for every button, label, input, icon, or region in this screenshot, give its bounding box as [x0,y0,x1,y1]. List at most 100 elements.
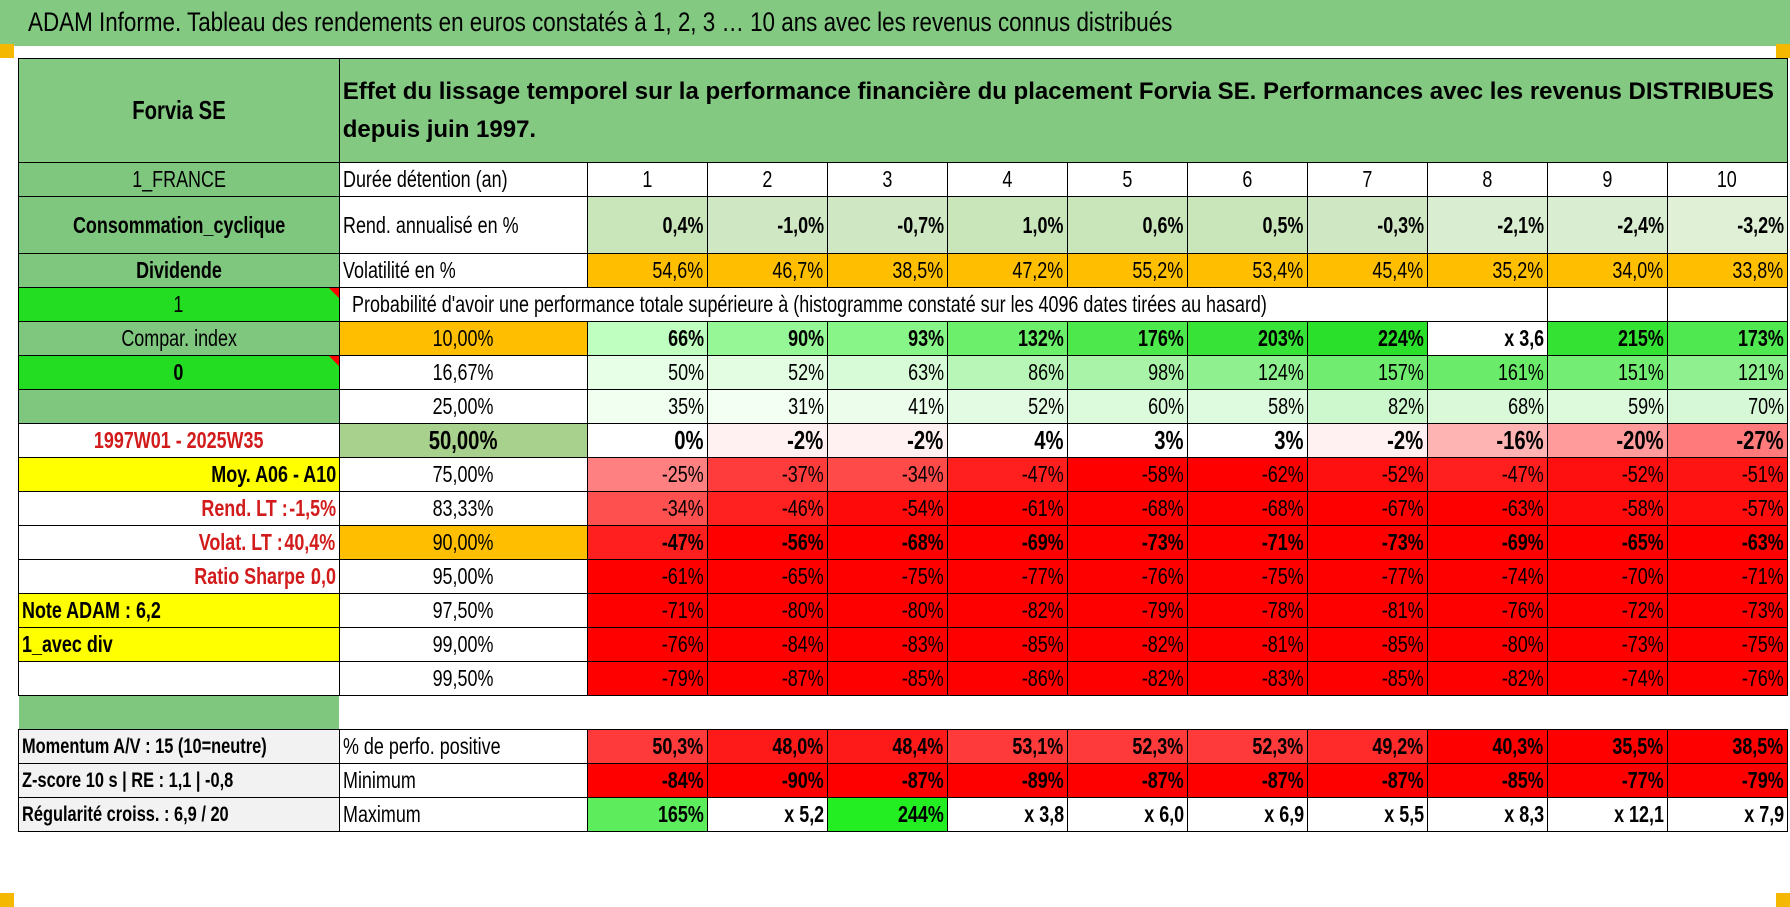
probability-threshold: 25,00% [338,389,588,424]
cell-text: % de perfo. positive [342,733,501,759]
cell-text: 53,1% [1012,733,1064,759]
cell-text: -69% [1501,529,1544,555]
rend-cell: -2,1% [1426,196,1548,254]
cell-text: 66% [667,325,704,351]
cell-text: x 7,9 [1743,801,1784,827]
cell-text: 68% [1507,393,1544,419]
cell-text: 35,5% [1612,733,1664,759]
cell-text: -27% [1736,425,1784,455]
cell-text: -87% [1141,767,1184,793]
cell-text: 52% [1027,393,1064,419]
cell-text: 5 [1122,166,1133,192]
empty-cell [1546,287,1668,322]
cell-text: 1 [642,166,653,192]
max-cell: x 7,9 [1666,797,1788,832]
selection-handle-top-left[interactable] [0,44,14,58]
hist-value: 151% [1546,355,1668,390]
hist-value: 70% [1666,389,1788,424]
vol-cell: 47,2% [946,253,1068,288]
cell-text: 46,7% [772,257,824,283]
spacer-row [18,695,1788,730]
cell-text: 151% [1617,359,1664,385]
cell-text: 98% [1147,359,1184,385]
cell-text: -76% [1741,665,1784,691]
cell-text: 1,0% [1022,211,1064,238]
cell-text: -47% [1501,461,1544,487]
hist-value: 68% [1426,389,1548,424]
hist-value: -2% [826,423,948,458]
cell-text: -82% [1141,631,1184,657]
histogram-row: 99,50% -79% -87% -85% -86% -82% -83% -85% -82% -7… [18,661,1788,696]
cell-text: Effet du lissage temporel sur la perform… [342,77,1774,143]
label-max: Maximum [338,797,588,832]
spacer-green [18,695,340,730]
label-prob: Probabilité d'avoir une performance tota… [338,287,1548,322]
selection-handle-bottom-left[interactable] [0,893,14,907]
cell-text: 40,3% [1492,733,1544,759]
pos-cell: 35,5% [1546,729,1668,764]
sharpe-value: 0,0 [310,563,336,589]
cell-text: 50,00% [428,425,498,455]
cell-text: 50% [667,359,704,385]
hist-value: -34% [826,457,948,492]
pos-cell: 53,1% [946,729,1068,764]
moy-label: Moy. A06 - A10 [18,457,340,492]
hist-value: 31% [706,389,828,424]
selection-handle-bottom-right[interactable] [1776,893,1790,907]
max-cell: x 5,2 [706,797,828,832]
probability-threshold: 90,00% [338,525,588,560]
cell-text: -75% [1741,631,1784,657]
hist-value: -81% [1186,627,1308,662]
hist-value: -82% [1066,627,1188,662]
selection-handle-top-right[interactable] [1776,44,1790,58]
vol-cell: 35,2% [1426,253,1548,288]
cell-text: -87% [1381,767,1424,793]
cell-text: Probabilité d'avoir une performance tota… [351,291,1267,317]
cell-text: -81% [1261,631,1304,657]
hist-value: x 3,6 [1426,321,1548,356]
cell-text: 58% [1267,393,1304,419]
year-header: 7 [1306,162,1428,197]
cell-text: 161% [1497,359,1544,385]
hist-value: -85% [826,661,948,696]
cell-text: 215% [1617,325,1664,351]
cell-text: -52% [1621,461,1664,487]
cell-text: 0,6% [1142,211,1184,238]
cell-text: 38,5% [892,257,944,283]
cell-text: -84% [781,631,824,657]
pos-row: Momentum A/V : 15 (10=neutre) % de perfo.… [18,729,1788,764]
hist-value: -52% [1306,457,1428,492]
cell-text: 90,00% [432,529,494,555]
cell-text: 52,3% [1252,733,1304,759]
hist-value: -65% [1546,525,1668,560]
cell-text: -77% [1621,767,1664,793]
hist-value: -83% [1186,661,1308,696]
hist-value: -65% [706,559,828,594]
hist-value: -74% [1426,559,1548,594]
hist-value: 121% [1666,355,1788,390]
cell-text: x 5,5 [1383,801,1424,827]
hist-value: -75% [826,559,948,594]
cell-text: 41% [907,393,944,419]
cell-text: -82% [1021,597,1064,623]
cell-text: -68% [1141,495,1184,521]
max-cell: x 6,9 [1186,797,1308,832]
zscore: Z-score 10 s | RE : 1,1 | -0,8 [18,763,340,798]
volat-lt-label: Volat. LT : [198,529,283,555]
rend-cell: 0,4% [586,196,708,254]
note-adam: Note ADAM : 6,2 [18,593,340,628]
cell-text: -37% [781,461,824,487]
hist-value: 3% [1066,423,1188,458]
hist-value: -69% [1426,525,1548,560]
hist-value: -46% [706,491,828,526]
cell-text: 124% [1257,359,1304,385]
histogram-row: Rend. LT :-1,5% 83,33% -34% -46% -54% -61% -68… [18,491,1788,526]
cell-text: -2% [1387,425,1424,455]
cell-text: 33,8% [1732,257,1784,283]
hist-value: -86% [946,661,1068,696]
cell-text: -63% [1501,495,1544,521]
cell-text: -85% [1501,767,1544,793]
prob-row: 1 Probabilité d'avoir une performance tot… [18,287,1788,322]
probability-threshold: 99,50% [338,661,588,696]
cell-text: -2% [907,425,944,455]
